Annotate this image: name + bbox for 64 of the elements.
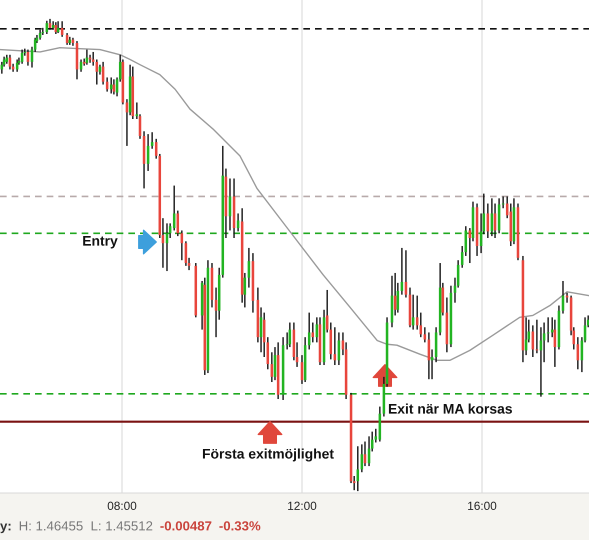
candlestick — [368, 436, 370, 467]
annotation: Första exitmöjlighet — [202, 448, 334, 462]
candlestick — [532, 324, 534, 358]
candlestick — [20, 48, 24, 64]
x-tick-label: 16:00 — [468, 502, 496, 510]
candlestick — [486, 202, 490, 239]
text: -0.00487 — [160, 521, 212, 531]
candlestick — [468, 227, 472, 264]
text: -0.33% — [219, 521, 260, 531]
candlestick — [356, 446, 360, 492]
candlestick — [260, 306, 262, 353]
candlestick — [172, 184, 176, 232]
x-tick-label: 12:00 — [288, 502, 316, 510]
candlestick — [312, 322, 314, 344]
candlestick — [394, 272, 396, 316]
candlestick — [288, 322, 292, 348]
candlestick — [274, 346, 276, 381]
candlestick — [430, 348, 434, 380]
candlestick — [300, 354, 304, 385]
candlestick — [126, 98, 128, 147]
candlestick — [400, 247, 404, 296]
candlestick — [8, 54, 12, 70]
candlestick — [424, 326, 426, 344]
candlestick — [546, 316, 550, 344]
candlestick — [502, 196, 504, 209]
candlestick — [110, 76, 112, 94]
candlestick — [16, 58, 18, 72]
annotation: Entry — [83, 236, 118, 248]
candlestick — [412, 294, 414, 330]
candlestick — [26, 48, 30, 66]
candlestick — [334, 326, 336, 366]
candlestick — [270, 352, 274, 383]
candlestick — [338, 332, 340, 366]
candlestick — [428, 332, 430, 380]
candlestick — [316, 316, 318, 344]
annotation: Exit när MA korsas — [388, 404, 512, 414]
candlestick — [566, 292, 568, 304]
candlestick — [106, 76, 108, 92]
candlestick — [360, 444, 364, 473]
candlestick — [308, 312, 310, 350]
x-tick-label: 08:00 — [108, 502, 136, 510]
candlestick — [524, 316, 528, 356]
candlestick — [102, 61, 104, 86]
candlestick — [536, 319, 538, 354]
candlestick — [404, 250, 408, 298]
candlestick — [112, 78, 116, 96]
candlestick — [214, 286, 218, 338]
candlestick — [576, 336, 580, 370]
candlestick — [494, 202, 496, 239]
candlestick — [554, 319, 556, 368]
candlestick — [54, 22, 58, 35]
candlestick — [180, 230, 184, 261]
candlestick — [146, 133, 150, 172]
text: H: 1.46455 L: 1.45512 — [20, 521, 152, 531]
candlestick — [562, 280, 564, 314]
candlestick — [80, 58, 82, 72]
candlestick — [248, 247, 250, 288]
candlestick — [66, 32, 68, 46]
candlestick — [150, 132, 154, 150]
text: y: — [0, 523, 10, 534]
candlestick — [228, 178, 232, 232]
candlestick — [86, 48, 88, 66]
candlestick — [184, 240, 188, 267]
candlestick — [364, 440, 366, 467]
